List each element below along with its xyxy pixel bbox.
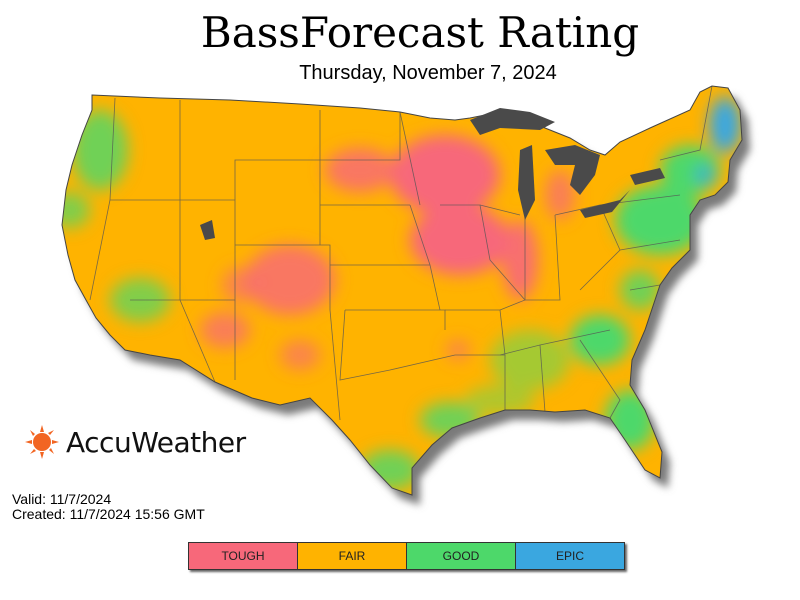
sun-icon bbox=[25, 425, 59, 459]
page-title: BassForecast Rating bbox=[200, 8, 640, 57]
legend-tough: TOUGH bbox=[189, 543, 298, 569]
rating-legend: TOUGH FAIR GOOD EPIC bbox=[188, 542, 625, 570]
accuweather-logo: AccuWeather bbox=[24, 424, 246, 460]
forecast-date: Thursday, November 7, 2024 bbox=[299, 62, 557, 84]
legend-fair: FAIR bbox=[298, 543, 407, 569]
created-date: Created: 11/7/2024 15:56 GMT bbox=[12, 506, 205, 522]
valid-date: Valid: 11/7/2024 bbox=[12, 491, 112, 507]
logo-text: AccuWeather bbox=[66, 425, 246, 459]
great-salt-lake bbox=[200, 220, 215, 240]
forecast-info: Valid: 11/7/2024 Created: 11/7/2024 15:5… bbox=[12, 492, 205, 522]
legend-epic: EPIC bbox=[516, 543, 624, 569]
great-lakes bbox=[470, 108, 665, 220]
legend-good: GOOD bbox=[407, 543, 516, 569]
